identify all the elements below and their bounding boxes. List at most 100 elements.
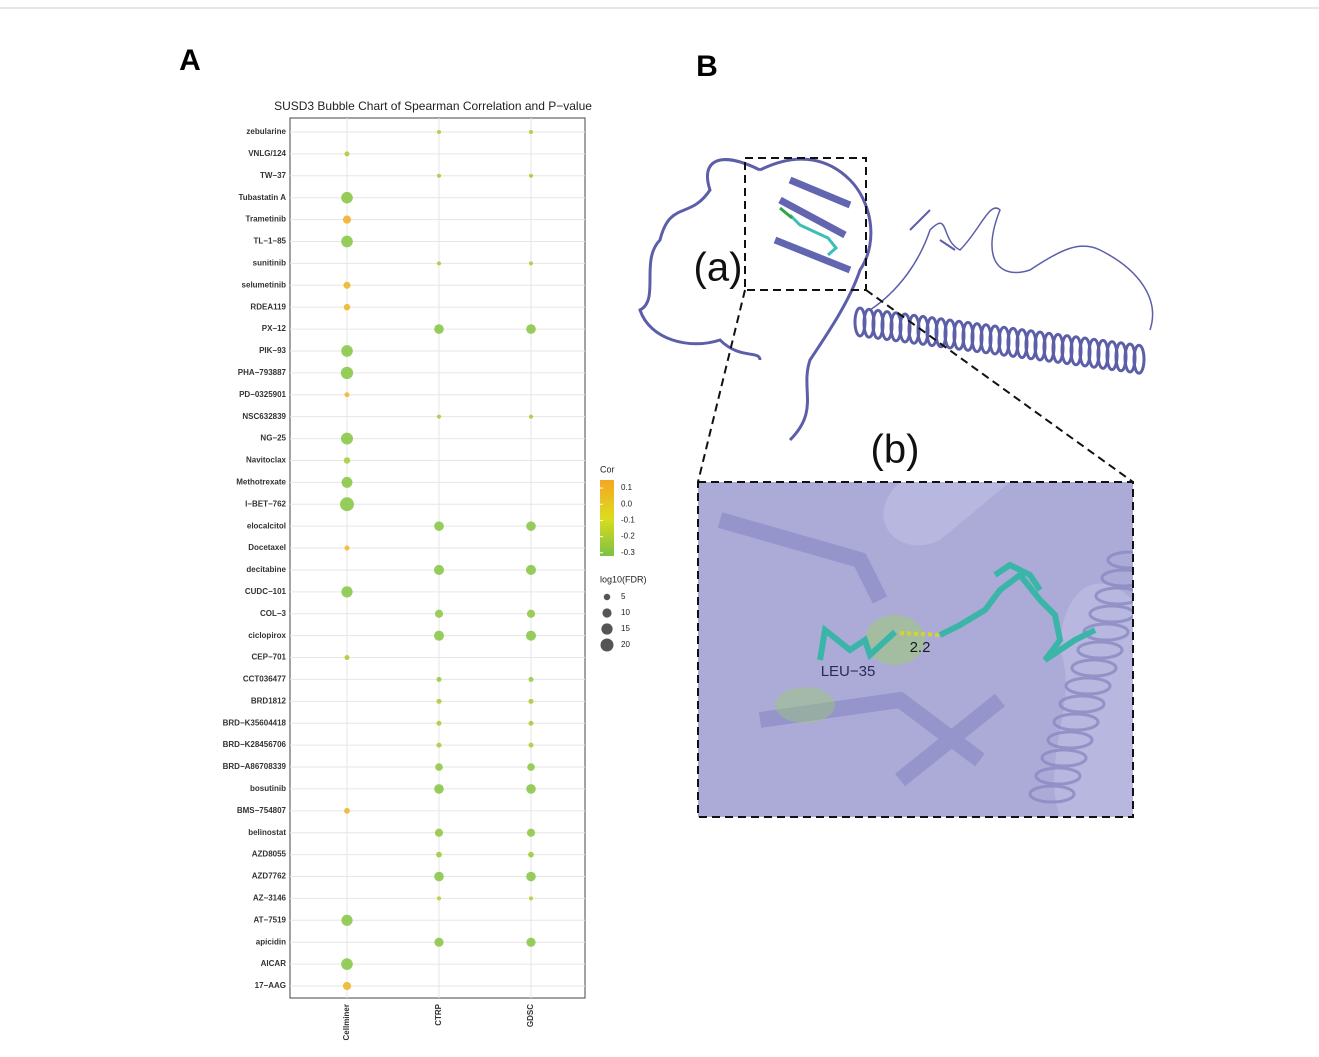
protein-structure [640, 159, 1153, 440]
colorbar-tick-label: -0.3 [621, 548, 635, 557]
y-tick-label: selumetinib [242, 280, 287, 289]
x-tick-label: GDSC [526, 1004, 535, 1027]
size-legend-dot [601, 623, 612, 634]
bubble [344, 808, 350, 814]
bubble [436, 743, 441, 748]
residue-label: LEU−35 [821, 663, 876, 680]
plot-frame [290, 118, 585, 998]
bubble [341, 192, 353, 204]
bubble [527, 610, 535, 618]
colorbar-tick-label: 0.0 [621, 499, 633, 508]
bubble [344, 655, 349, 660]
bubble [526, 521, 536, 531]
bubble [434, 938, 443, 947]
size-legend-label: 20 [621, 640, 630, 649]
bubble [343, 282, 350, 289]
bubble [527, 829, 535, 837]
y-tick-label: AZD7762 [252, 872, 287, 881]
bubble [344, 392, 349, 397]
y-tick-label: apicidin [256, 937, 286, 946]
bubble [435, 763, 443, 771]
bubble [529, 896, 533, 900]
bubble [434, 521, 444, 531]
bubble [529, 130, 533, 134]
bubble [437, 130, 441, 134]
y-tick-label: ciclopirox [248, 631, 286, 640]
size-legend-dot [604, 594, 610, 600]
bubble [344, 457, 350, 463]
bubble [341, 433, 353, 445]
bubble [434, 631, 444, 641]
bubble [434, 324, 444, 334]
y-tick-label: TL−1−85 [254, 237, 287, 246]
y-tick-label: BRD−K28456706 [223, 740, 287, 749]
bubble [528, 743, 533, 748]
bubble [436, 677, 441, 682]
y-tick-label: PD−0325901 [239, 390, 286, 399]
y-tick-label: CUDC−101 [245, 587, 287, 596]
y-tick-label: PX−12 [262, 324, 287, 333]
bubble [526, 938, 535, 947]
bubble [435, 829, 443, 837]
bubble [436, 721, 441, 726]
bubble [527, 763, 535, 771]
y-tick-label: decitabine [246, 565, 286, 574]
x-tick-label: CTRP [434, 1003, 443, 1025]
bubble [344, 304, 350, 310]
bubble [436, 699, 441, 704]
figure: A SUSD3 Bubble Chart of Spearman Correla… [0, 0, 1319, 1052]
bubble [340, 497, 354, 511]
helix [855, 308, 1144, 373]
panel-label: B [696, 50, 718, 83]
distance-label: 2.2 [910, 639, 931, 656]
y-tick-label: AZ−3146 [253, 894, 287, 903]
y-tick-label: BMS−754807 [237, 806, 287, 815]
bubble [435, 610, 443, 618]
legend-title: Cor [600, 464, 615, 474]
bubble [529, 174, 533, 178]
y-tick-label: AT−7519 [253, 915, 286, 924]
size-legend-label: 10 [621, 608, 630, 617]
inset-label: (b) [871, 428, 920, 472]
bubble [341, 367, 353, 379]
bubble [529, 415, 533, 419]
bubble [343, 982, 351, 990]
y-tick-label: bosutinib [250, 784, 286, 793]
bubble [526, 565, 536, 575]
size-legend-label: 15 [621, 624, 630, 633]
y-tick-label: AZD8055 [252, 850, 287, 859]
y-tick-label: NSC632839 [242, 412, 286, 421]
colorbar-tick-label: -0.2 [621, 532, 635, 541]
bubble [341, 345, 353, 357]
bubble [434, 784, 444, 794]
bubble [344, 546, 349, 551]
y-tick-label: COL−3 [260, 609, 287, 618]
bubble [344, 151, 349, 156]
size-legend-dot [602, 608, 611, 617]
y-tick-label: AICAR [261, 959, 287, 968]
y-tick-label: 17−AAG [255, 981, 286, 990]
y-tick-label: PHA−793887 [238, 368, 287, 377]
y-tick-label: Methotrexate [236, 477, 286, 486]
y-tick-label: CEP−701 [252, 653, 287, 662]
bubble [526, 631, 536, 641]
bubble [528, 699, 533, 704]
bubble [529, 261, 533, 265]
bubble [437, 896, 441, 900]
bubble [343, 215, 351, 223]
chart-title: SUSD3 Bubble Chart of Spearman Correlati… [274, 99, 592, 113]
bubble [437, 261, 441, 265]
colorbar [600, 480, 614, 556]
y-tick-label: RDEA119 [250, 302, 286, 311]
y-tick-label: TW−37 [260, 171, 287, 180]
bubble [528, 677, 533, 682]
y-tick-label: Navitoclax [246, 456, 287, 465]
legend-title: log10(FDR) [600, 574, 647, 584]
bubble [528, 721, 533, 726]
y-tick-label: sunitinib [253, 258, 286, 267]
y-tick-label: BRD−K35604418 [223, 718, 287, 727]
bubble [341, 958, 353, 970]
bubble [341, 586, 352, 597]
y-tick-label: Docetaxel [248, 543, 286, 552]
